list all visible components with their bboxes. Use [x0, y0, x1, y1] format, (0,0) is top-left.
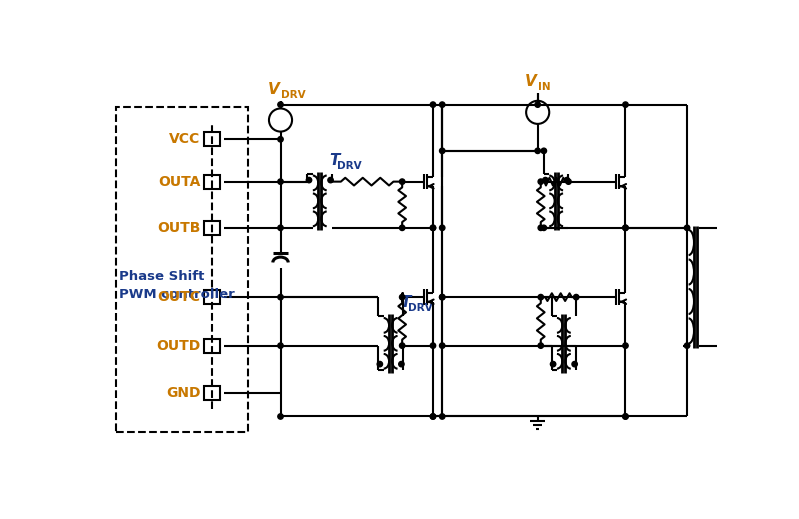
Circle shape — [622, 414, 628, 419]
Circle shape — [566, 179, 571, 184]
Text: DRV: DRV — [281, 90, 306, 100]
Bar — [204, 339, 221, 352]
Bar — [204, 290, 221, 304]
Text: OUTA: OUTA — [158, 174, 201, 188]
Text: T: T — [329, 153, 340, 168]
Circle shape — [622, 414, 628, 419]
Circle shape — [306, 177, 312, 183]
Circle shape — [400, 225, 405, 230]
Circle shape — [439, 148, 445, 154]
Circle shape — [622, 102, 628, 107]
Circle shape — [431, 414, 435, 419]
Circle shape — [400, 179, 405, 184]
Circle shape — [431, 225, 435, 230]
Circle shape — [439, 225, 445, 230]
Circle shape — [431, 343, 435, 348]
Circle shape — [431, 414, 435, 419]
Circle shape — [278, 179, 283, 184]
Circle shape — [535, 102, 540, 107]
Circle shape — [541, 148, 547, 154]
Text: OUTC: OUTC — [157, 290, 201, 304]
Circle shape — [538, 225, 543, 230]
Text: GND: GND — [166, 386, 201, 400]
Text: OUTD: OUTD — [156, 338, 201, 352]
Text: DRV: DRV — [407, 303, 432, 313]
Circle shape — [400, 343, 405, 348]
Circle shape — [439, 414, 445, 419]
Text: V: V — [525, 74, 537, 89]
Circle shape — [377, 361, 383, 367]
Circle shape — [564, 177, 570, 183]
Circle shape — [400, 294, 405, 300]
Circle shape — [622, 225, 628, 230]
Circle shape — [685, 225, 690, 230]
Circle shape — [431, 102, 435, 107]
Text: IN: IN — [539, 83, 551, 92]
Circle shape — [278, 102, 283, 107]
Circle shape — [538, 294, 543, 300]
Circle shape — [535, 148, 540, 154]
Text: Phase Shift
PWM controller: Phase Shift PWM controller — [119, 270, 235, 301]
Circle shape — [439, 102, 445, 107]
Text: DRV: DRV — [336, 161, 361, 171]
Circle shape — [278, 136, 283, 142]
Bar — [204, 387, 221, 400]
Circle shape — [278, 294, 283, 300]
Circle shape — [622, 225, 628, 230]
Circle shape — [439, 294, 445, 300]
Circle shape — [622, 343, 628, 348]
Bar — [116, 107, 248, 432]
Circle shape — [328, 177, 333, 183]
Circle shape — [541, 225, 547, 230]
Circle shape — [538, 343, 543, 348]
Text: OUTB: OUTB — [157, 221, 201, 235]
Bar — [204, 175, 221, 188]
Bar — [204, 132, 221, 146]
Circle shape — [439, 343, 445, 348]
Circle shape — [431, 225, 435, 230]
Text: V: V — [268, 82, 280, 97]
Circle shape — [551, 361, 556, 367]
Circle shape — [439, 294, 445, 300]
Circle shape — [685, 343, 690, 348]
Circle shape — [278, 225, 283, 230]
Circle shape — [572, 361, 578, 367]
Circle shape — [399, 361, 404, 367]
Circle shape — [543, 177, 548, 183]
Circle shape — [538, 179, 543, 184]
Circle shape — [574, 294, 579, 300]
Bar — [204, 221, 221, 235]
Circle shape — [278, 414, 283, 419]
Text: T: T — [400, 295, 410, 310]
Text: VCC: VCC — [169, 132, 201, 146]
Circle shape — [278, 343, 283, 348]
